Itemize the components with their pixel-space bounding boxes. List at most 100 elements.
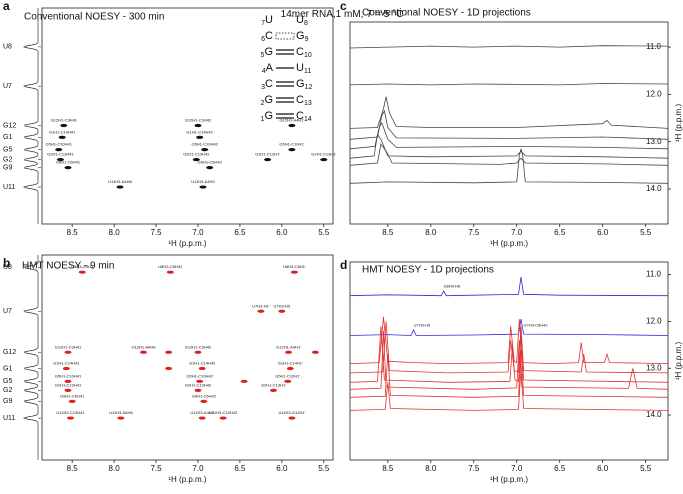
cross-peak [288, 123, 296, 128]
x-axis-label: ¹H (p.p.m.) [490, 239, 529, 248]
y-axis-label: ¹H (p.p.m.) [674, 342, 683, 381]
row-projection [22, 8, 39, 224]
x-tick-label: 8.5 [382, 464, 394, 473]
x-tick-label: 6.0 [276, 464, 288, 473]
cross-peak [58, 135, 66, 139]
conditions-prefix: 14mer RNA,1 mM, [281, 9, 367, 20]
x-tick-label: 7.5 [468, 464, 480, 473]
peak-label: U11H3-G12H1' [278, 410, 305, 415]
trace-label: U7H3-C8H42 [524, 322, 549, 327]
base-letter: U [296, 14, 304, 26]
cross-peak [60, 123, 68, 128]
panel-label: a [3, 0, 10, 13]
x-tick-label: 6.0 [597, 464, 609, 473]
x-tick-label: 7.0 [192, 464, 204, 473]
x-tick-label: 8.5 [382, 228, 394, 237]
plot-frame [349, 261, 669, 461]
peak-label: U11H3-A4H2 [191, 179, 215, 184]
peak-label: U11H3-A4H8 [108, 179, 132, 184]
cross-peak [264, 157, 272, 162]
peak-label: G1H1-C14H1' [278, 361, 303, 366]
row-label: G5 [3, 378, 12, 385]
row-label: U8 [3, 44, 12, 51]
y-tick-label: 12.0 [646, 89, 662, 98]
x-tick-label: 8.5 [67, 228, 79, 237]
cross-peak [78, 270, 86, 274]
peak-label: G9H1-C6H41 [60, 393, 85, 398]
panel-title: HMT NOESY - 9 min [22, 261, 114, 272]
cross-peak [55, 148, 63, 152]
panel-title: Conventional NOESY - 1D projections [362, 8, 531, 19]
row-label: U11 [3, 415, 15, 422]
x-tick-label: 7.0 [192, 228, 204, 237]
cross-peak [278, 309, 286, 313]
base-number: 10 [304, 52, 312, 59]
row-label: U11 [3, 184, 15, 191]
peak-label: G1H1-C14H41 [49, 129, 76, 134]
cross-peak [288, 148, 296, 152]
x-tick-label: 6.5 [234, 464, 246, 473]
trace [349, 133, 669, 159]
conditions: 14mer RNA,1 mM, T = 5 °C [281, 9, 404, 20]
base-right: G9 [296, 30, 309, 43]
cross-peak [117, 416, 125, 420]
plot-frame [41, 254, 334, 461]
peak-label: G2H1-C13H41 [55, 382, 82, 387]
trace [349, 319, 669, 336]
cross-peak [56, 157, 64, 162]
cross-peak [240, 379, 248, 383]
row-label: G9 [3, 164, 12, 171]
cross-peak [196, 135, 204, 139]
trace [349, 83, 669, 86]
base-letter: G [264, 46, 273, 58]
peak-label: G12H1-A4H8 [131, 344, 156, 349]
peak-label: G5H1-C10H42 [186, 373, 213, 378]
row-label: U7 [3, 83, 12, 90]
row-label: U8 [3, 264, 12, 271]
cross-peak [219, 416, 227, 420]
base-letter: C [296, 94, 304, 106]
x-tick-label: 7.5 [150, 228, 162, 237]
peak-label: G5H1-C10H1' [275, 373, 300, 378]
x-tick-label: 6.0 [276, 228, 288, 237]
trace [349, 316, 669, 365]
peak-label: G12H1-C3H41 [51, 118, 78, 123]
cross-peak [290, 270, 298, 274]
peak-label: G2H1-C13H1' [261, 382, 286, 387]
base-number: 3 [261, 84, 265, 91]
panel-label: c [340, 0, 347, 13]
base-number: 13 [304, 100, 312, 107]
panel-label: d [340, 258, 347, 272]
cross-peak [288, 416, 296, 420]
row-label: G2 [3, 156, 12, 163]
cross-peak [194, 388, 202, 392]
x-tick-label: 8.0 [109, 464, 121, 473]
bond [275, 32, 295, 40]
peak-label: U11H3-C13H41 [56, 410, 85, 415]
peak-label: G12H1-C3H41 [55, 344, 82, 349]
base-left: 4A [262, 62, 274, 75]
peak-label: U8H3-G9H1 [71, 264, 94, 269]
peak-label: G2H1-C13H42 [183, 152, 210, 157]
peak-label: G5H1-C10H41 [55, 373, 82, 378]
cross-peak [64, 379, 72, 383]
row-projection [22, 255, 39, 460]
x-tick-label: 7.5 [150, 464, 162, 473]
peak-label: G9H1-C6H41 [56, 160, 81, 165]
x-tick-label: 8.0 [425, 464, 437, 473]
cross-peak [139, 350, 147, 354]
x-tick-label: 8.0 [109, 228, 121, 237]
base-letter: C [265, 78, 273, 90]
cross-peak [194, 350, 202, 354]
peak-label: G1H1-C14H41 [53, 361, 80, 366]
peak-label: U7H3-H1' [252, 303, 270, 308]
conditions-variable: T [366, 9, 373, 20]
cross-peak [206, 166, 214, 170]
x-tick-label: 7.0 [511, 228, 523, 237]
cross-peak [116, 185, 124, 189]
peak-label: G5H1-C10H42 [191, 142, 218, 147]
cross-peak [311, 350, 319, 354]
cross-peak [196, 379, 204, 383]
peak-label: G1H1-C14H42 [189, 361, 216, 366]
